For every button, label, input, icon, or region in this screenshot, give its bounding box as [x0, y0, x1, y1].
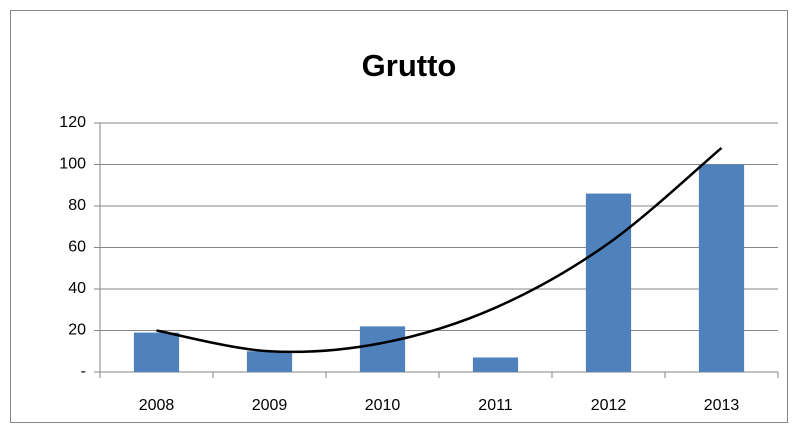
- chart-title: Grutto: [362, 48, 457, 83]
- x-tick-label: 2011: [478, 397, 513, 414]
- y-tick-label: 100: [59, 156, 86, 173]
- bar: [133, 332, 180, 372]
- bar: [585, 193, 632, 372]
- trendline: [156, 146, 723, 354]
- y-tick-label: 120: [59, 114, 86, 131]
- y-tick-label: -: [81, 363, 86, 380]
- bar: [698, 164, 745, 372]
- x-tick-label: 2013: [704, 397, 740, 414]
- bar: [472, 357, 519, 372]
- x-tick-label: 2008: [139, 397, 175, 414]
- x-tick-label: 2010: [365, 397, 401, 414]
- y-tick-label: 80: [68, 197, 86, 214]
- y-tick-label: 20: [68, 322, 86, 339]
- y-tick-label: 60: [68, 239, 86, 256]
- x-tick-label: 2009: [252, 397, 288, 414]
- x-tick-label: 2012: [591, 397, 627, 414]
- bar: [359, 326, 406, 372]
- y-tick-label: 40: [68, 280, 86, 297]
- bar: [246, 351, 293, 372]
